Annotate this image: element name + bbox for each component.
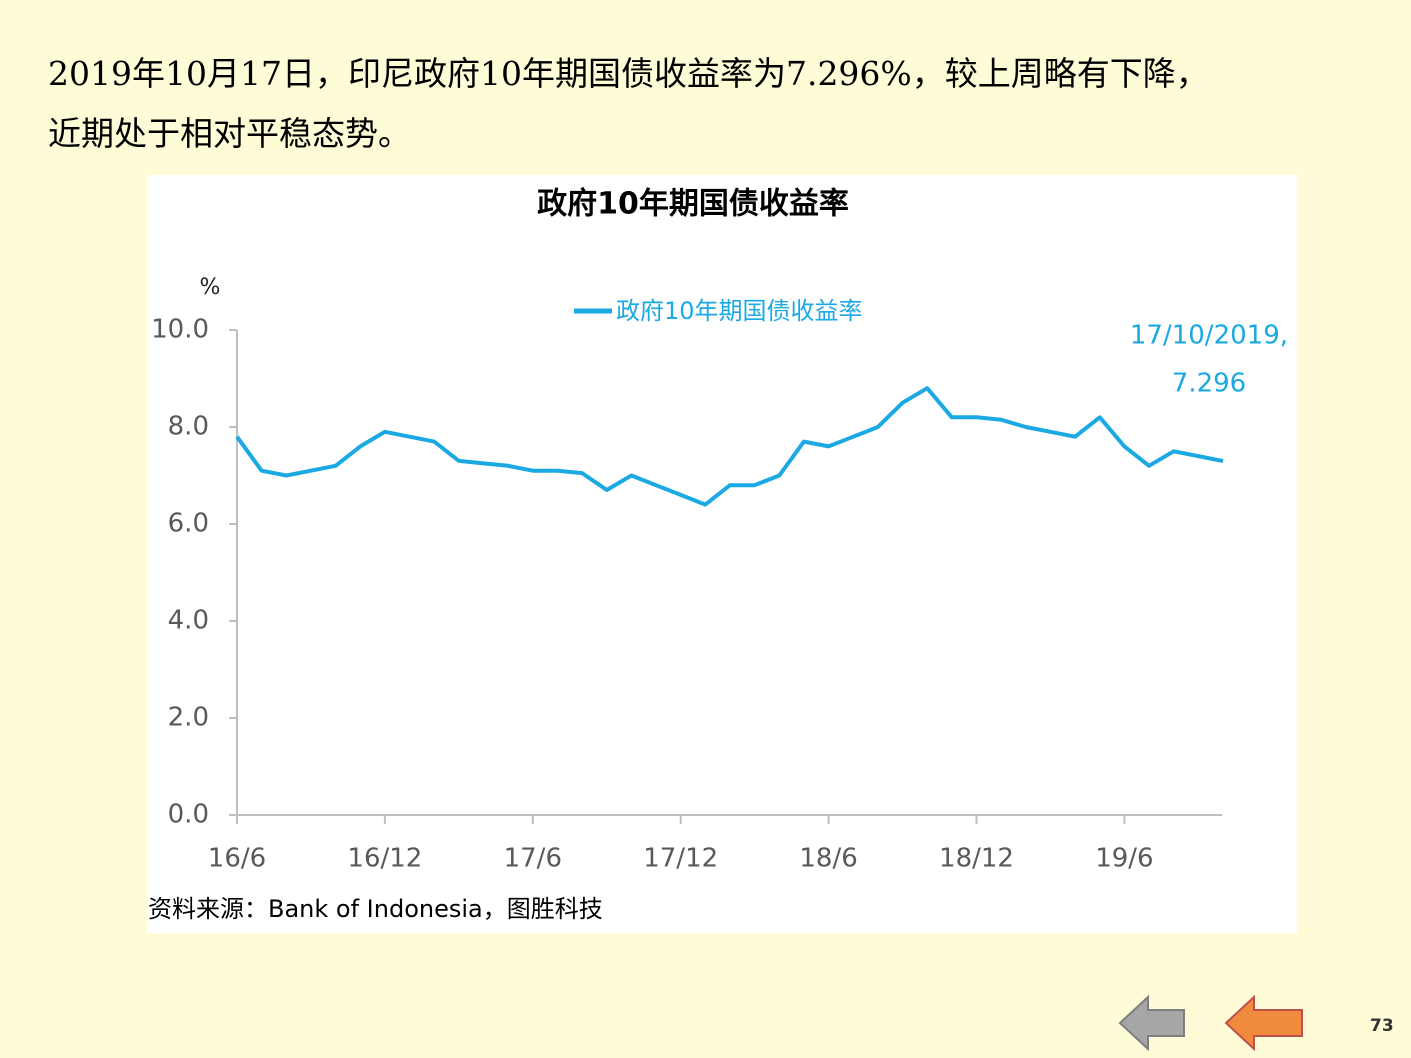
y-tick-label: 2.0 xyxy=(168,703,209,733)
legend-label: 政府10年期国债收益率 xyxy=(616,297,863,325)
x-tick-label: 18/6 xyxy=(799,844,857,874)
y-axis-label: % xyxy=(200,275,221,300)
source-note: 资料来源：Bank of Indonesia，图胜科技 xyxy=(148,895,603,923)
x-tick-label: 19/6 xyxy=(1095,844,1153,874)
annotation: 17/10/2019, xyxy=(1130,321,1288,351)
y-tick-label: 6.0 xyxy=(168,509,209,539)
back-button[interactable] xyxy=(1224,994,1303,1052)
x-tick-label: 17/6 xyxy=(504,844,562,874)
x-tick-label: 18/12 xyxy=(939,844,1014,874)
y-tick-label: 10.0 xyxy=(151,315,209,345)
x-tick-label: 16/6 xyxy=(208,844,266,874)
x-tick-label: 16/12 xyxy=(347,844,422,874)
prev-button[interactable] xyxy=(1118,994,1185,1052)
heading-line: 2019年10月17日，印尼政府10年期国债收益率为7.296%，较上周略有下降… xyxy=(48,54,1209,93)
heading: 2019年10月17日，印尼政府10年期国债收益率为7.296%，较上周略有下降… xyxy=(48,44,1388,164)
data-line xyxy=(235,386,1224,507)
heading-line: 近期处于相对平稳态势。 xyxy=(48,114,411,153)
value-label: 7.296 xyxy=(1172,369,1246,399)
chart-title: 政府10年期国债收益率 xyxy=(537,187,849,222)
page-number: 73 xyxy=(1370,1016,1394,1036)
y-tick-label: 8.0 xyxy=(168,412,209,442)
x-tick-label: 17/12 xyxy=(643,844,718,874)
y-tick-label: 4.0 xyxy=(168,606,209,636)
chart-area xyxy=(147,175,1297,933)
y-tick-label: 0.0 xyxy=(168,800,209,830)
